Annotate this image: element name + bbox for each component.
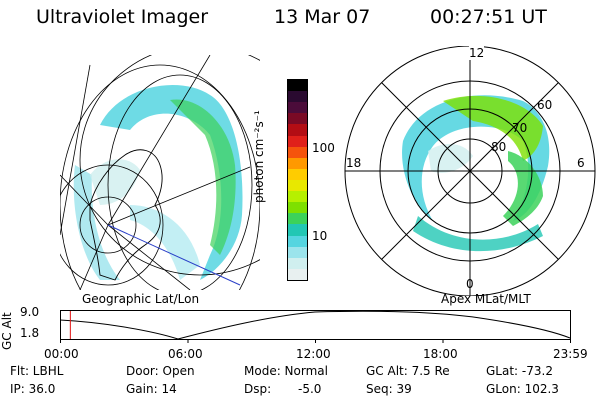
colorbar-swatch <box>288 168 307 180</box>
polar-grid <box>344 46 596 296</box>
dsp-value: -5.0 <box>298 382 322 396</box>
altitude-xtick-0600: 06:00 <box>168 347 203 361</box>
colorbar-swatch <box>288 268 307 280</box>
glon-info: GLon: 102.3 <box>486 382 559 396</box>
ip-info: IP: 36.0 <box>10 382 56 396</box>
colorbar-swatch <box>288 235 307 247</box>
continent-outline <box>89 149 163 281</box>
altitude-xtick-1800: 18:00 <box>423 347 458 361</box>
door-info: Door: Open <box>126 364 195 378</box>
colorbar-swatch <box>288 246 307 258</box>
gcalt-info: GC Alt: 7.5 Re <box>366 364 450 378</box>
mlat-label-60: 60 <box>537 98 553 112</box>
colorbar-swatch <box>288 157 307 169</box>
lat-lon-grid <box>60 55 260 290</box>
colorbar-tick-100: 100 <box>312 141 335 155</box>
right-map-caption: Apex MLat/MLT <box>441 292 531 306</box>
left-map-caption: Geographic Lat/Lon <box>82 292 200 306</box>
colorbar-swatch <box>288 80 307 92</box>
mlt-label-0: 0 <box>466 277 474 291</box>
glat-info: GLat: -73.2 <box>486 364 553 378</box>
terminator-line <box>107 224 241 286</box>
mlt-label-18: 18 <box>346 156 362 170</box>
colorbar-swatch <box>288 202 307 214</box>
colorbar-swatch <box>288 213 307 225</box>
altitude-curve <box>60 310 571 340</box>
colorbar-swatch <box>288 91 307 103</box>
gain-info: Gain: 14 <box>126 382 177 396</box>
altitude-xtick-2359: 23:59 <box>553 347 588 361</box>
mlat-label-80: 80 <box>491 140 507 154</box>
seq-info: Seq: 39 <box>366 382 412 396</box>
colorbar-swatch <box>288 102 307 114</box>
altitude-xtick-1200: 12:00 <box>296 347 331 361</box>
colorbar-swatch <box>288 124 307 136</box>
mode-info: Mode: Normal <box>244 364 328 378</box>
mlat-label-70: 70 <box>512 121 528 135</box>
colorbar-swatch <box>288 135 307 147</box>
colorbar-swatch <box>288 224 307 236</box>
date-label: 13 Mar 07 <box>274 6 371 28</box>
mlt-label-12: 12 <box>469 46 485 60</box>
instrument-title: Ultraviolet Imager <box>36 6 209 28</box>
right-aurora-emission <box>402 95 550 252</box>
altitude-xtick-0000: 00:00 <box>44 347 79 361</box>
colorbar-swatch <box>288 191 307 203</box>
colorbar-tick-10: 10 <box>312 229 328 243</box>
dsp-info: Dsp: <box>244 382 272 396</box>
time-label: 00:27:51 UT <box>430 6 547 28</box>
colorbar-swatch <box>288 146 307 158</box>
geographic-map <box>60 55 260 290</box>
altitude-ytick-max: 9.0 <box>20 305 40 319</box>
colorbar-unit-label: photon cm⁻²s⁻¹ <box>252 110 266 203</box>
colorbar-swatch <box>288 257 307 269</box>
altitude-ylabel: GC Alt <box>0 312 14 350</box>
colorbar-swatch <box>288 113 307 125</box>
mlt-label-6: 6 <box>577 156 585 170</box>
altitude-plot <box>60 310 571 343</box>
colorbar-swatch <box>288 179 307 192</box>
altitude-ytick-min: 1.8 <box>20 326 40 340</box>
filter-info: Flt: LBHL <box>10 364 64 378</box>
intensity-colorbar <box>287 79 308 281</box>
apex-polar-map <box>344 46 596 296</box>
